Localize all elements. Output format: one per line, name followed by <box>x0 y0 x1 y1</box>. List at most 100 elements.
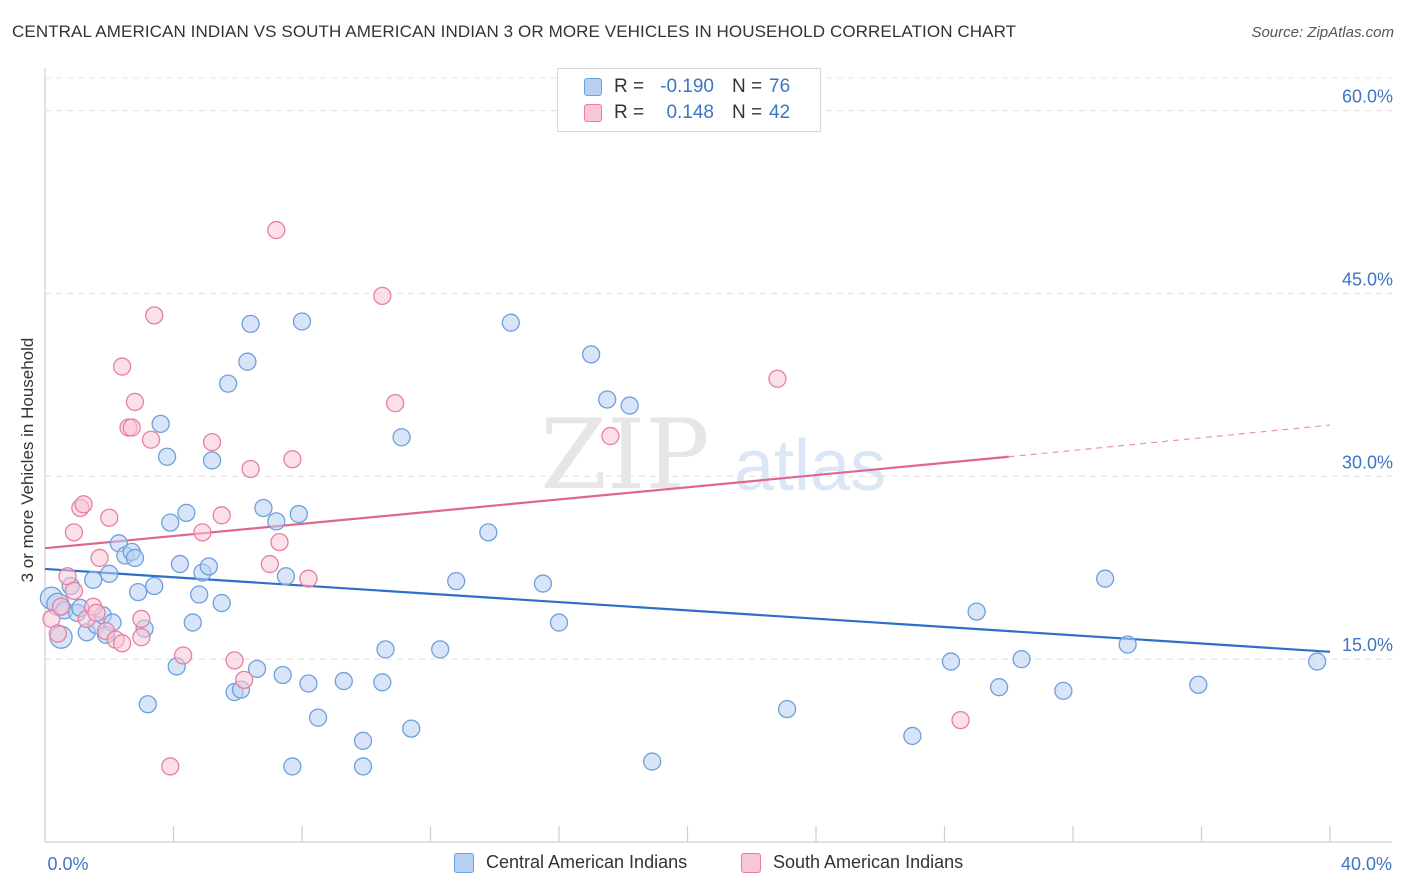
central-point <box>549 613 569 632</box>
central-point <box>170 554 190 574</box>
axes <box>44 68 1392 843</box>
central-point <box>373 673 392 692</box>
central-point <box>273 665 292 685</box>
central-point <box>238 352 257 371</box>
central-point <box>254 498 273 518</box>
central-point <box>392 428 411 447</box>
south-point <box>260 554 280 574</box>
central-point <box>353 731 373 750</box>
central-point <box>967 602 986 621</box>
central-point <box>138 695 157 714</box>
south-point <box>193 523 212 542</box>
data-points <box>39 220 1327 776</box>
south-point <box>951 710 970 730</box>
central-point <box>479 523 498 542</box>
central-point <box>581 345 601 364</box>
watermark-atlas: atlas <box>734 426 886 506</box>
legend-label-central: Central American Indians <box>486 852 688 872</box>
x-tick-label-max: 40.0% <box>1341 854 1392 874</box>
stats-row-central: R = -0.190 N = 76 <box>558 74 790 100</box>
south-legend-swatch <box>741 852 761 873</box>
central-point <box>218 374 238 393</box>
central-point <box>276 567 296 586</box>
central-point <box>308 708 328 727</box>
central-point <box>241 314 260 334</box>
central-point <box>1054 681 1073 700</box>
central-point <box>145 576 164 596</box>
central-point <box>376 640 395 659</box>
central-point <box>177 503 196 523</box>
south-point <box>283 450 302 469</box>
central-point <box>199 557 218 576</box>
central-point <box>598 390 617 409</box>
south-point <box>87 603 106 622</box>
central-point <box>620 396 639 415</box>
legend-item-central[interactable]: Central American Indians <box>454 852 687 873</box>
y-tick-label: 45.0% <box>1342 269 1393 289</box>
central-point <box>129 582 148 602</box>
chart-title: CENTRAL AMERICAN INDIAN VS SOUTH AMERICA… <box>12 22 1017 41</box>
south-point <box>74 495 93 514</box>
south-point <box>601 426 620 446</box>
south-point <box>768 369 787 388</box>
south-point <box>386 393 405 413</box>
r-value: -0.190 <box>660 76 714 97</box>
n-label: N = <box>732 102 763 123</box>
central-point <box>299 674 318 693</box>
central-point <box>334 671 353 691</box>
south-point <box>145 306 164 325</box>
central-point <box>533 574 553 593</box>
central-point <box>1118 635 1137 654</box>
south-point <box>225 651 244 670</box>
central-point <box>202 451 222 470</box>
central-point <box>212 593 231 613</box>
stats-legend: R = -0.190 N = 76 R = 0.148 N = 42 <box>557 68 821 132</box>
central-point <box>100 564 119 583</box>
central-point <box>777 699 797 719</box>
south-point <box>64 523 84 542</box>
south-point <box>373 286 392 306</box>
central-point <box>190 585 209 604</box>
central-point <box>151 414 170 434</box>
central-point <box>283 757 302 776</box>
r-value: 0.148 <box>666 102 714 123</box>
central-point <box>1189 675 1208 694</box>
south-point <box>212 506 231 525</box>
central-point <box>353 757 373 776</box>
central-point <box>157 447 177 466</box>
central-point <box>84 570 103 590</box>
south-point <box>141 430 161 449</box>
south-point <box>100 508 119 527</box>
central-legend-swatch <box>454 852 474 873</box>
central-point <box>643 752 662 771</box>
central-point <box>1095 569 1115 588</box>
south-point <box>173 646 193 665</box>
central-point <box>161 513 180 532</box>
south-swatch <box>584 104 602 122</box>
n-value: 76 <box>769 76 791 97</box>
stats-row-south: R = 0.148 N = 42 <box>558 100 790 126</box>
central-point <box>903 726 922 746</box>
central-point <box>989 678 1009 697</box>
y-tick-label: 15.0% <box>1342 635 1393 655</box>
south-point <box>125 392 145 412</box>
r-label: R = <box>614 76 645 97</box>
south-point <box>270 532 289 552</box>
central-swatch <box>584 78 602 96</box>
south-point <box>51 597 71 616</box>
south-point <box>132 609 151 629</box>
central-point <box>1012 649 1031 669</box>
x-tick-label-min: 0.0% <box>47 854 88 874</box>
legend-item-south[interactable]: South American Indians <box>741 852 963 873</box>
central-point <box>125 548 145 568</box>
central-point <box>247 659 267 679</box>
central-point <box>292 312 312 331</box>
central-point <box>430 640 450 659</box>
south-point <box>299 569 318 588</box>
central-point <box>1308 652 1327 671</box>
n-value: 42 <box>769 102 791 123</box>
south-point <box>122 418 141 437</box>
south-point <box>112 634 132 653</box>
n-label: N = <box>732 76 763 97</box>
